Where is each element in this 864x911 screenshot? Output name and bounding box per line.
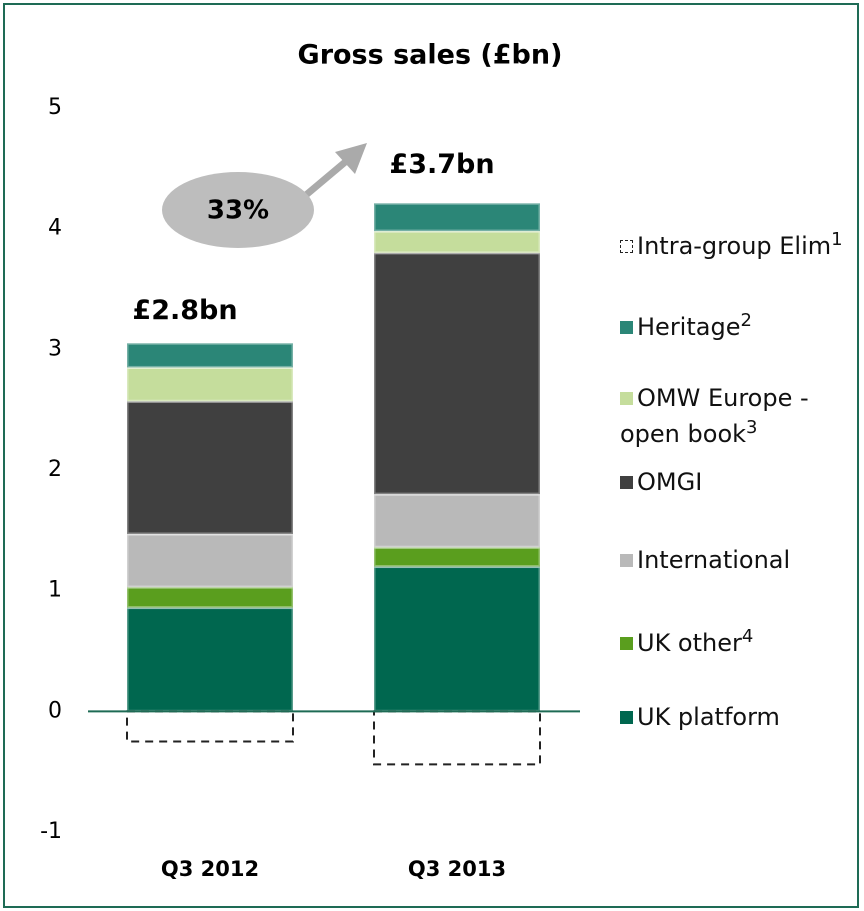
legend-item: OMGI <box>620 467 860 497</box>
legend-swatch <box>620 392 633 405</box>
bar-segment <box>125 399 295 536</box>
x-tick-label: Q3 2013 <box>408 857 506 881</box>
legend-label: OMW Europe - open book <box>620 384 809 448</box>
legend-item: UK platform <box>620 702 860 732</box>
bar-segment <box>373 710 541 766</box>
bar-segment <box>372 545 542 569</box>
bar-segment <box>125 606 295 713</box>
y-tick-label: 1 <box>48 578 62 603</box>
legend-swatch <box>620 711 633 724</box>
y-tick-label: -1 <box>40 819 62 844</box>
legend-label: Heritage <box>637 313 741 341</box>
y-tick-label: 4 <box>48 216 62 241</box>
total-label: £2.8bn <box>132 295 237 326</box>
legend-swatch <box>620 554 633 567</box>
legend-label: UK platform <box>637 703 780 731</box>
legend-label: OMGI <box>637 468 703 496</box>
legend-item: Intra-group Elim1 <box>620 225 860 261</box>
footnote-mark: 1 <box>831 229 843 250</box>
legend-item: Heritage2 <box>620 306 860 342</box>
bar-segment <box>372 492 542 549</box>
footnote-mark: 3 <box>746 417 758 438</box>
chart-title: Gross sales (£bn) <box>298 40 563 71</box>
legend-label: Intra-group Elim <box>637 232 832 260</box>
y-tick-label: 0 <box>48 698 62 723</box>
legend-swatch <box>620 321 633 334</box>
y-tick-label: 2 <box>48 457 62 482</box>
y-tick-label: 3 <box>48 336 62 361</box>
legend-label: International <box>637 546 791 574</box>
legend-swatch <box>620 476 633 489</box>
frame <box>3 3 859 908</box>
total-label: £3.7bn <box>389 149 494 180</box>
bar-segment <box>372 201 542 233</box>
legend-item: International <box>620 545 860 575</box>
legend-swatch <box>620 637 633 650</box>
growth-bubble <box>162 172 314 248</box>
growth-arrow-head <box>335 143 367 174</box>
bar-segment <box>372 251 542 496</box>
bar-segment <box>372 229 542 255</box>
legend-swatch <box>620 240 633 253</box>
y-tick-label: 5 <box>48 95 62 120</box>
footnote-mark: 2 <box>740 310 752 331</box>
x-tick-label: Q3 2012 <box>161 857 259 881</box>
bar-segment <box>126 710 294 743</box>
legend-item: OMW Europe - open book3 <box>620 383 820 449</box>
footnote-mark: 4 <box>741 626 754 647</box>
bar-segment <box>125 365 295 403</box>
bar-segment <box>125 532 295 589</box>
bar-segment <box>372 565 542 713</box>
bar-segment <box>125 341 295 369</box>
legend-item: UK other4 <box>620 622 860 658</box>
bar-segment <box>125 585 295 610</box>
growth-arrow <box>297 155 353 203</box>
legend-label: UK other <box>637 629 742 657</box>
growth-label: 33% <box>207 196 269 226</box>
